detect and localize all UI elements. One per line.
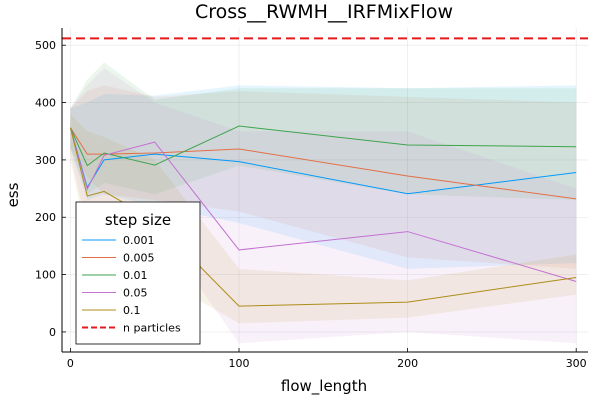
x-tick-label: 100 xyxy=(229,357,250,370)
legend-label: 0.05 xyxy=(123,287,148,300)
y-tick-label: 0 xyxy=(49,326,56,339)
band-0.01 xyxy=(70,62,577,201)
legend-box xyxy=(75,201,201,345)
x-tick-label: 200 xyxy=(397,357,418,370)
series-line-0.01 xyxy=(69,125,577,167)
legend-label: 0.001 xyxy=(123,234,155,247)
y-tick-label: 500 xyxy=(35,39,56,52)
y-tick-label: 100 xyxy=(35,269,56,282)
legend: step size 0.001 0.005 0.01 0.05 0.1 n particle… xyxy=(75,201,201,345)
legend-label: n particles xyxy=(123,322,181,335)
legend-title: step size xyxy=(105,211,171,229)
band-0.005 xyxy=(70,85,577,269)
x-axis-label: flow_length xyxy=(281,377,367,396)
x-tick-label: 0 xyxy=(67,357,74,370)
series-line-0.005 xyxy=(70,127,577,200)
y-tick-label: 200 xyxy=(35,211,56,224)
legend-label: 0.01 xyxy=(123,269,148,282)
y-tick-label: 300 xyxy=(35,154,56,167)
y-axis-label: ess xyxy=(4,182,22,207)
legend-label: 0.005 xyxy=(123,252,155,265)
chart-title: Cross__RWMH__IRFMixFlow xyxy=(195,1,453,23)
axes xyxy=(61,28,588,353)
band-0.001 xyxy=(70,85,577,269)
y-tick-label: 400 xyxy=(35,97,56,110)
tick-labels: 0 100 200 300 0 100 200 300 400 500 xyxy=(35,39,587,370)
series-line-0.05 xyxy=(69,127,577,282)
x-tick-label: 300 xyxy=(566,357,587,370)
legend-label: 0.1 xyxy=(123,304,141,317)
grid xyxy=(62,28,588,352)
